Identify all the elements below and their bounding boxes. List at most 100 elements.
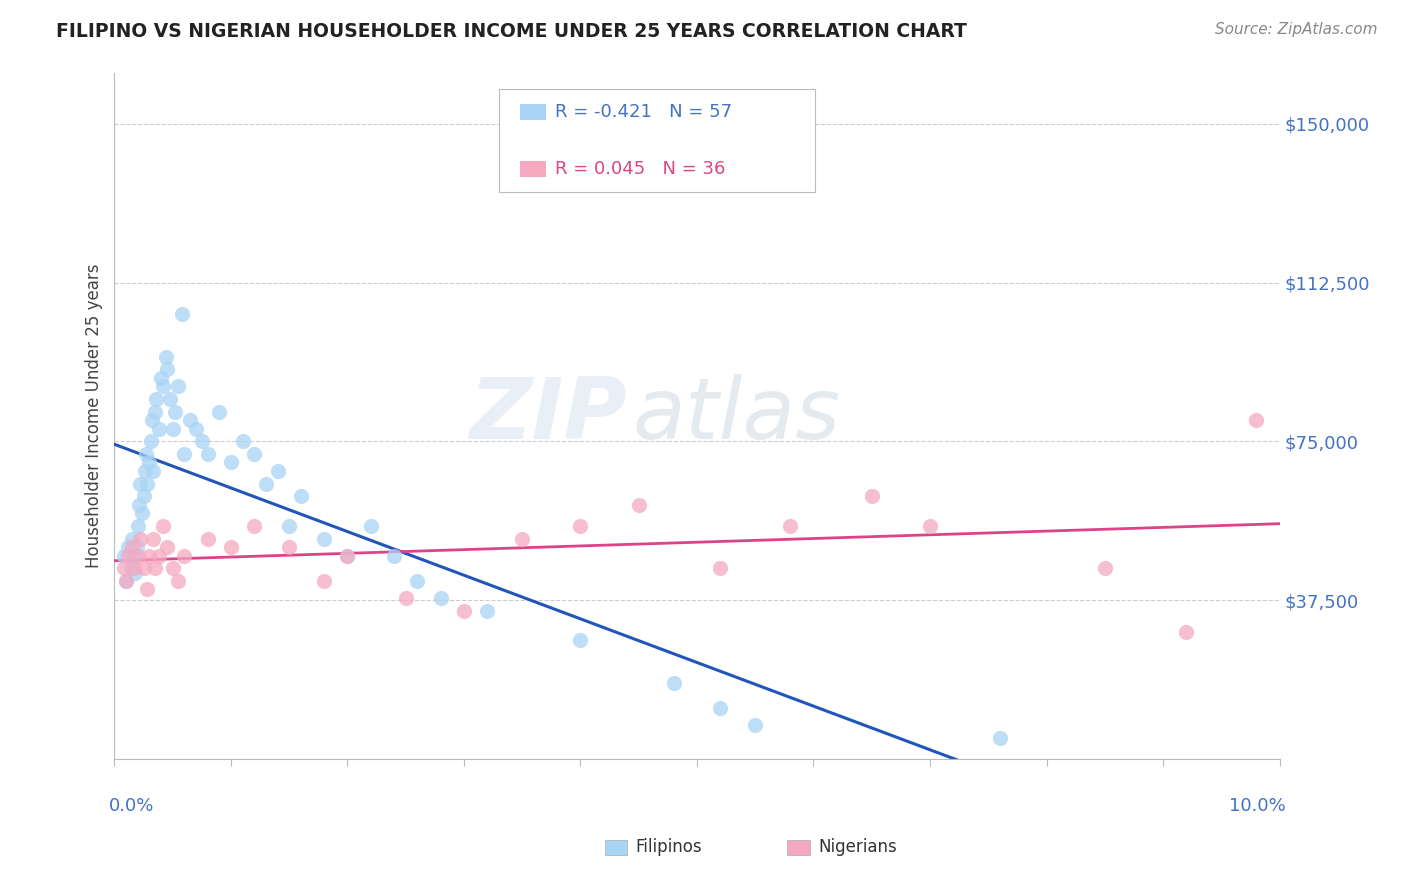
Point <box>191 434 214 449</box>
Point <box>135 447 157 461</box>
Point <box>219 455 242 469</box>
Point <box>167 379 190 393</box>
Point <box>152 519 174 533</box>
Point <box>254 476 277 491</box>
Y-axis label: Householder Income Under 25 years: Householder Income Under 25 years <box>86 264 103 568</box>
Point <box>148 421 170 435</box>
Text: ZIP: ZIP <box>470 375 627 458</box>
Text: 0.0%: 0.0% <box>108 797 155 814</box>
Point <box>134 464 156 478</box>
Point <box>156 540 179 554</box>
Point <box>127 519 149 533</box>
Point <box>290 489 312 503</box>
Point <box>243 447 266 461</box>
Point <box>406 574 429 588</box>
Point <box>179 413 201 427</box>
Text: Filipinos: Filipinos <box>636 838 702 856</box>
Text: Nigerians: Nigerians <box>818 838 897 856</box>
Point <box>918 519 941 533</box>
Point <box>124 566 146 580</box>
Point <box>662 675 685 690</box>
Point <box>117 540 139 554</box>
Text: 10.0%: 10.0% <box>1229 797 1285 814</box>
Text: R = 0.045   N = 36: R = 0.045 N = 36 <box>555 160 725 178</box>
Point <box>197 532 219 546</box>
Point <box>627 498 650 512</box>
Point <box>136 476 159 491</box>
Point <box>112 561 135 575</box>
Text: R = -0.421   N = 57: R = -0.421 N = 57 <box>555 103 733 121</box>
Point <box>266 464 288 478</box>
Point <box>138 455 160 469</box>
Point <box>136 582 159 597</box>
Point <box>129 532 152 546</box>
Point <box>122 561 145 575</box>
Point <box>159 392 181 406</box>
Point <box>170 307 193 321</box>
Point <box>121 532 143 546</box>
Point <box>148 549 170 563</box>
Point <box>162 421 184 435</box>
Point <box>278 519 301 533</box>
Text: Source: ZipAtlas.com: Source: ZipAtlas.com <box>1215 22 1378 37</box>
Point <box>155 350 177 364</box>
Point <box>395 591 418 605</box>
Point <box>162 561 184 575</box>
Text: FILIPINO VS NIGERIAN HOUSEHOLDER INCOME UNDER 25 YEARS CORRELATION CHART: FILIPINO VS NIGERIAN HOUSEHOLDER INCOME … <box>56 22 967 41</box>
Point <box>382 549 405 563</box>
Point <box>208 404 231 418</box>
Point <box>173 447 195 461</box>
Point <box>115 574 138 588</box>
Point <box>988 731 1011 745</box>
Point <box>1175 624 1198 639</box>
Point <box>219 540 242 554</box>
Point <box>132 561 155 575</box>
Point <box>139 434 162 449</box>
Point <box>138 549 160 563</box>
Point <box>314 532 336 546</box>
Point <box>163 404 186 418</box>
Point <box>141 413 163 427</box>
Point <box>145 392 167 406</box>
Point <box>360 519 382 533</box>
Point <box>156 362 179 376</box>
Point <box>709 701 731 715</box>
Point <box>125 540 148 554</box>
Point <box>117 549 139 563</box>
Point <box>429 591 451 605</box>
Point <box>122 549 145 563</box>
Point <box>132 489 155 503</box>
Point <box>112 549 135 563</box>
Point <box>121 540 143 554</box>
Point <box>453 604 475 618</box>
Point <box>314 574 336 588</box>
Point <box>860 489 883 503</box>
Point <box>477 604 499 618</box>
Point <box>120 561 142 575</box>
Point <box>1244 413 1267 427</box>
Point <box>143 561 166 575</box>
Point <box>184 421 207 435</box>
Point <box>510 532 533 546</box>
Point <box>142 464 165 478</box>
Point <box>779 519 801 533</box>
Point <box>127 549 149 563</box>
Point <box>744 718 766 732</box>
Point <box>197 447 219 461</box>
Point <box>232 434 254 449</box>
Point <box>143 404 166 418</box>
Point <box>243 519 266 533</box>
Point <box>1094 561 1116 575</box>
Point <box>142 532 165 546</box>
Point <box>150 371 173 385</box>
Point <box>278 540 301 554</box>
Point <box>115 574 138 588</box>
Point <box>569 519 592 533</box>
Point <box>569 633 592 648</box>
Point <box>128 498 150 512</box>
Point <box>709 561 731 575</box>
Point <box>129 476 152 491</box>
Point <box>336 549 359 563</box>
Point <box>336 549 359 563</box>
Point <box>131 506 153 520</box>
